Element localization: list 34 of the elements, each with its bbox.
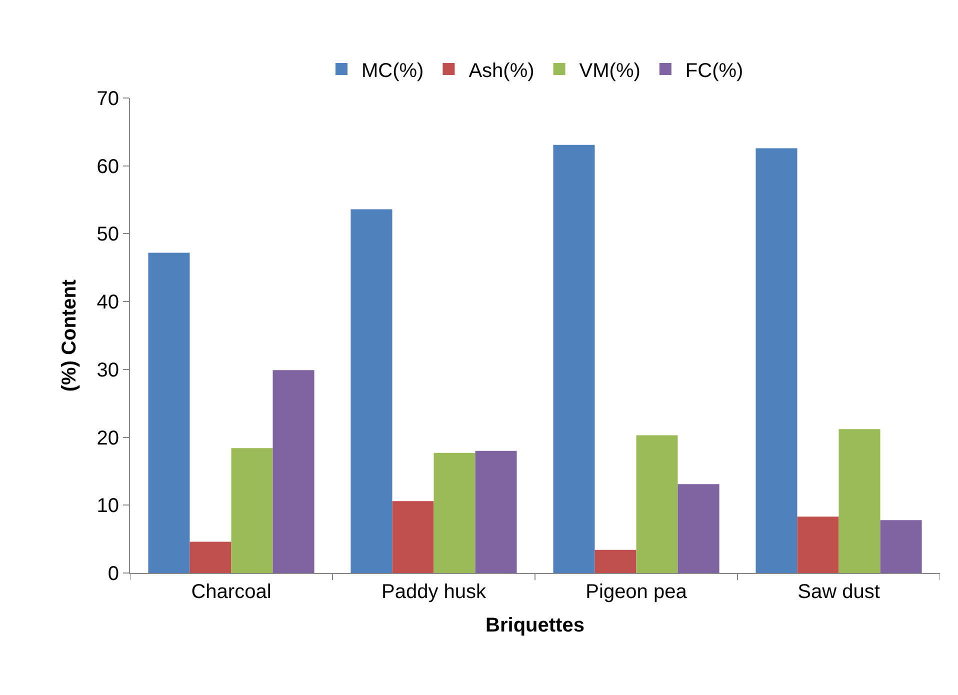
bar (350, 209, 392, 573)
bar (392, 501, 434, 573)
y-tick-label: 70 (96, 88, 119, 110)
y-tick-label: 30 (96, 359, 119, 382)
bar (838, 429, 880, 573)
bar (797, 516, 839, 573)
bar (594, 550, 636, 573)
y-tick-label: 50 (96, 224, 119, 246)
legend-label: VM(%) (579, 60, 640, 82)
bar (636, 435, 678, 573)
x-axis-title: Briquettes (486, 614, 584, 636)
bar (272, 370, 314, 573)
x-tick-label: Saw dust (798, 581, 880, 603)
bar (148, 252, 190, 573)
y-axis-title: (%) Content (58, 279, 80, 392)
legend-label: FC(%) (685, 60, 744, 82)
x-tick-label: Paddy husk (381, 581, 488, 603)
y-tick-label: 60 (96, 156, 119, 178)
bar (756, 148, 798, 573)
bar (475, 450, 517, 573)
bar (553, 144, 595, 573)
legend-label: MC(%) (362, 60, 424, 82)
y-tick-label: 0 (108, 563, 119, 585)
legend-label: Ash(%) (468, 60, 534, 82)
y-tick-label: 10 (96, 495, 119, 518)
bar (880, 520, 922, 573)
y-tick-label: 40 (96, 292, 119, 314)
y-tick-label: 20 (96, 427, 119, 450)
bar (231, 448, 273, 573)
bar (678, 484, 720, 573)
bar (190, 542, 232, 573)
bar (434, 452, 476, 573)
x-tick-label: Charcoal (191, 581, 272, 603)
x-tick-label: Pigeon pea (586, 581, 688, 603)
